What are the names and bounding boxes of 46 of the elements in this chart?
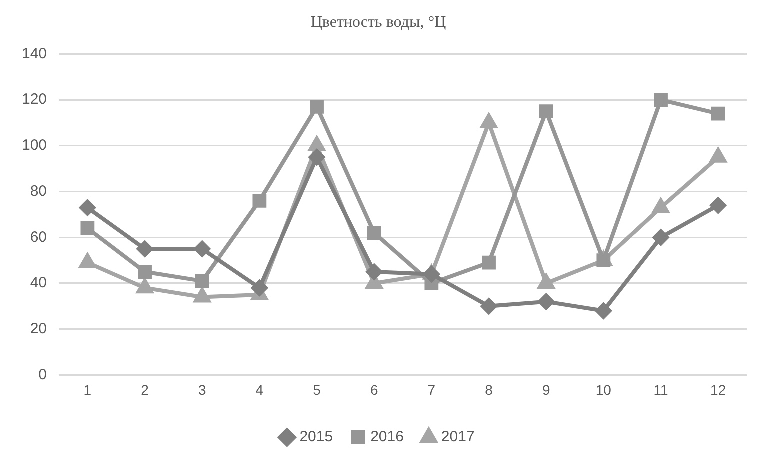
legend-label: 2017 xyxy=(441,428,475,446)
x-tick-label: 1 xyxy=(84,382,92,398)
point xyxy=(424,266,440,282)
legend-label: 2015 xyxy=(300,428,334,446)
x-tick-label: 4 xyxy=(256,382,264,398)
x-tick-label: 9 xyxy=(542,382,550,398)
point xyxy=(138,265,152,279)
y-tick-label: 40 xyxy=(30,274,48,292)
y-tick-label: 20 xyxy=(30,320,48,338)
point xyxy=(80,222,95,236)
chart-title: Цветность воды, °Ц xyxy=(310,14,447,31)
point xyxy=(481,298,498,314)
point xyxy=(482,256,496,270)
y-tick-label: 60 xyxy=(30,228,48,246)
point xyxy=(710,198,726,214)
point xyxy=(596,303,612,319)
x-tick-label: 5 xyxy=(313,382,322,398)
point xyxy=(366,264,382,280)
x-tick-label: 10 xyxy=(596,382,612,398)
point xyxy=(195,274,210,288)
point xyxy=(137,241,154,258)
y-tick-label: 120 xyxy=(22,91,48,108)
x-tick-label: 2 xyxy=(141,382,150,398)
point xyxy=(194,241,210,258)
y-tick-label: 100 xyxy=(22,137,48,154)
point xyxy=(310,100,324,114)
point xyxy=(309,149,326,166)
point xyxy=(538,294,554,310)
legend-label: 2016 xyxy=(370,428,404,446)
x-tick-label: 12 xyxy=(710,382,726,398)
x-tick-label: 8 xyxy=(485,382,494,398)
y-tick-label: 80 xyxy=(30,182,48,200)
x-tick-label: 11 xyxy=(654,382,668,398)
x-tick-label: 7 xyxy=(428,382,436,398)
y-tick-label: 0 xyxy=(38,366,48,384)
point xyxy=(252,194,267,208)
point xyxy=(654,93,668,108)
point xyxy=(539,104,554,118)
point xyxy=(367,226,382,240)
point xyxy=(252,280,268,296)
y-tick-label: 140 xyxy=(22,45,48,62)
point xyxy=(711,106,726,121)
point xyxy=(80,200,96,216)
x-tick-label: 6 xyxy=(370,382,378,398)
point xyxy=(653,230,670,246)
x-tick-label: 3 xyxy=(198,382,206,398)
